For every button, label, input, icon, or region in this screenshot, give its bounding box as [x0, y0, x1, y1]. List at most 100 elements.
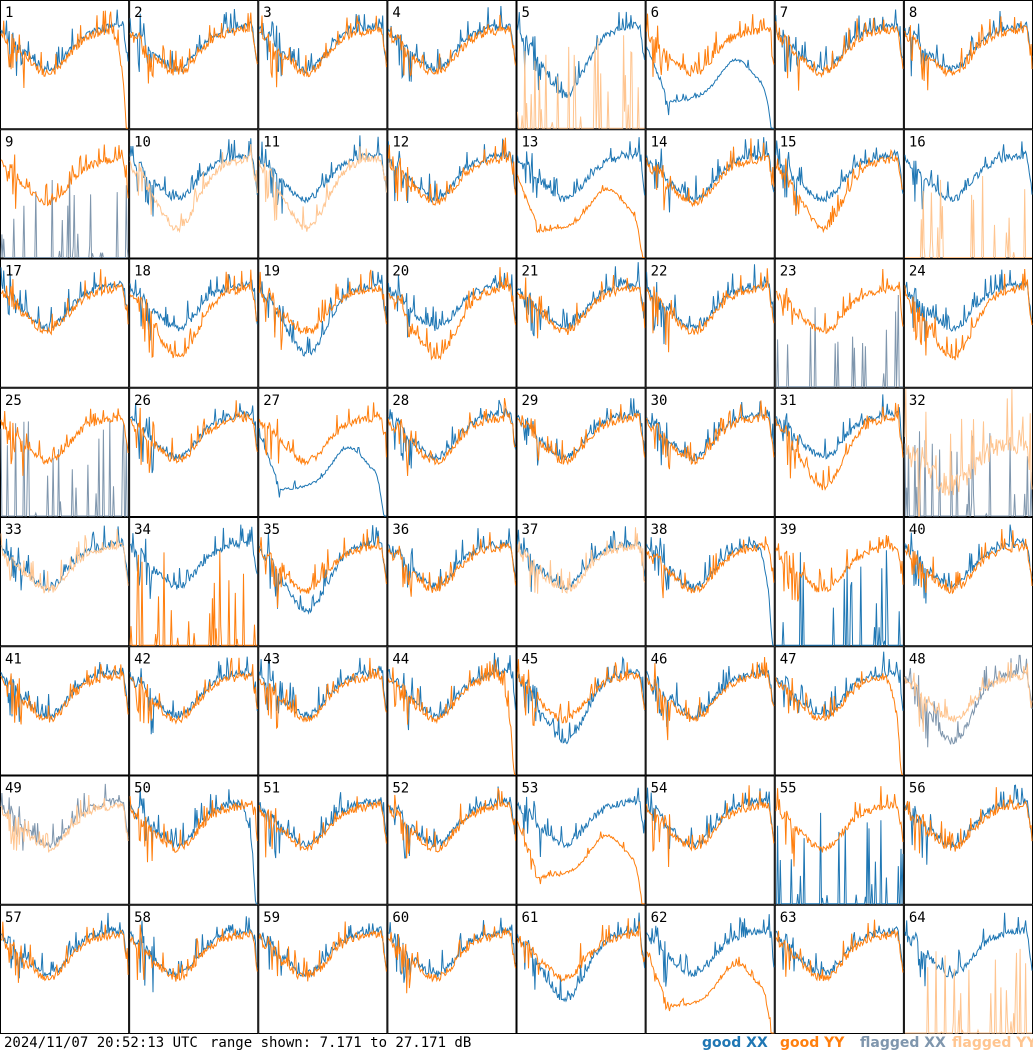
- tile-51: 51: [258, 775, 388, 905]
- tile-label: 12: [392, 134, 409, 150]
- tile-border: [645, 0, 775, 130]
- tile-border: [774, 387, 904, 517]
- series-yy: [0, 794, 129, 853]
- series-xx: [904, 912, 1033, 987]
- legend-flagged-xx: flagged XX: [860, 1035, 946, 1051]
- series-yy: [0, 664, 129, 725]
- series-yy: [0, 408, 129, 476]
- tile-border: [129, 775, 259, 905]
- series-yy: [129, 12, 258, 84]
- series-yy: [517, 35, 645, 129]
- tile-label: 62: [651, 910, 668, 926]
- series-yy: [129, 269, 258, 359]
- tile-label: 43: [263, 651, 280, 667]
- tile-2: 2: [129, 0, 259, 130]
- tile-border: [258, 517, 388, 647]
- tile-border: [258, 129, 388, 259]
- series-xx: [258, 657, 387, 721]
- series-xx: [775, 9, 904, 74]
- series-yy: [904, 787, 1033, 854]
- tile-label: 33: [5, 522, 22, 538]
- tile-label: 54: [651, 781, 668, 797]
- series-yy: [387, 137, 516, 207]
- tile-12: 12: [387, 129, 517, 259]
- tile-border: [258, 0, 388, 130]
- series-yy: [0, 10, 129, 129]
- tile-label: 24: [909, 264, 926, 280]
- series-yy: [0, 269, 129, 336]
- tile-1: 1: [0, 0, 130, 130]
- series-xx: [775, 550, 903, 646]
- tile-label: 64: [909, 910, 926, 926]
- tile-border: [129, 387, 259, 517]
- tile-label: 20: [392, 264, 409, 280]
- tile-border: [258, 904, 388, 1034]
- timestamp: 2024/11/07 20:52:13 UTC: [4, 1035, 198, 1051]
- tile-46: 46: [645, 646, 775, 776]
- series-xx: [517, 137, 646, 203]
- series-yy: [387, 532, 516, 597]
- tile-label: 41: [5, 651, 22, 667]
- series-yy: [646, 400, 775, 470]
- tile-label: 6: [651, 5, 659, 21]
- series-yy: [904, 16, 1033, 91]
- series-yy: [258, 402, 387, 467]
- tile-40: 40: [903, 517, 1033, 647]
- tile-label: 5: [522, 5, 530, 21]
- series-yy: [775, 17, 904, 91]
- series-yy: [904, 528, 1033, 595]
- tile-label: 26: [134, 393, 151, 409]
- tile-8: 8: [903, 0, 1033, 130]
- tile-57: 57: [0, 904, 130, 1034]
- series-xx: [0, 175, 129, 258]
- tile-label: 13: [522, 134, 539, 150]
- series-xx: [258, 13, 387, 77]
- tile-5: 5: [516, 0, 646, 130]
- series-yy: [517, 404, 646, 466]
- series-yy: [0, 528, 129, 594]
- series-yy: [775, 402, 904, 491]
- series-xx: [646, 914, 775, 987]
- tile-19: 19: [258, 258, 388, 388]
- legend-flagged-yy: flagged YY: [952, 1035, 1033, 1051]
- tile-border: [129, 258, 259, 388]
- series-yy: [0, 921, 129, 983]
- tile-56: 56: [903, 775, 1033, 905]
- tile-53: 53: [516, 775, 646, 905]
- range-label: range shown: 7.171 to 27.171 dB: [210, 1035, 472, 1051]
- tile-label: 51: [263, 781, 280, 797]
- series-yy: [646, 536, 775, 599]
- tile-label: 34: [134, 522, 151, 538]
- series-xx: [129, 916, 258, 993]
- tile-label: 50: [134, 781, 151, 797]
- series-yy: [258, 146, 387, 232]
- tile-label: 49: [5, 781, 22, 797]
- series-yy: [0, 144, 129, 209]
- series-xx: [904, 269, 1033, 342]
- series-xx: [0, 9, 129, 76]
- tile-label: 59: [263, 910, 280, 926]
- tile-border: [0, 775, 130, 905]
- tile-label: 14: [651, 134, 668, 150]
- series-yy: [904, 175, 1032, 258]
- series-yy: [130, 400, 258, 473]
- tile-border: [774, 646, 904, 776]
- tile-37: 37: [516, 517, 646, 647]
- tile-label: 31: [780, 393, 797, 409]
- series-yy: [258, 269, 387, 350]
- tile-23: 23: [774, 258, 904, 388]
- tile-49: 49: [0, 775, 130, 905]
- tile-24: 24: [903, 258, 1033, 388]
- series-yy: [129, 144, 258, 234]
- tile-label: 9: [5, 134, 13, 150]
- series-yy: [517, 274, 646, 339]
- tile-10: 10: [129, 129, 259, 259]
- tile-34: 34: [129, 517, 259, 647]
- series-xx: [904, 141, 1033, 210]
- tile-border: [774, 904, 904, 1034]
- legend-good-xx: good XX: [702, 1035, 768, 1051]
- series-yy: [129, 924, 258, 982]
- tile-11: 11: [258, 129, 388, 259]
- tile-label: 16: [909, 134, 926, 150]
- series-yy: [775, 148, 904, 234]
